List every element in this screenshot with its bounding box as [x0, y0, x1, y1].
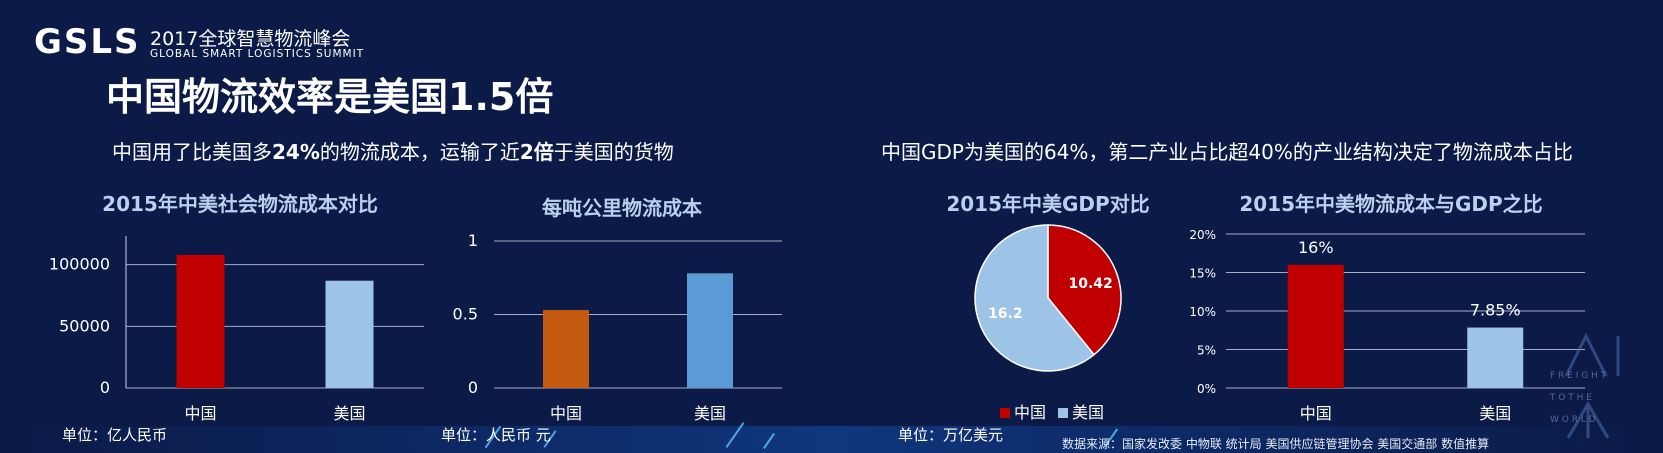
bar-美国	[1467, 327, 1524, 388]
bar-美国	[687, 273, 733, 388]
subtitle-left-bold1: 24%	[272, 140, 320, 164]
chart1-unit: 单位：亿人民币	[62, 426, 168, 444]
legend-swatch-美国	[1058, 408, 1068, 418]
y-tick-label: 20%	[1189, 228, 1216, 242]
page-title: 中国物流效率是美国1.5倍	[106, 75, 554, 119]
y-tick-label: 15%	[1189, 267, 1216, 281]
y-tick-label: 100000	[49, 255, 110, 274]
subtitle-left-bold2: 2倍	[519, 140, 554, 164]
data-source: 数据来源：国家发改委 中物联 统计局 美国供应链管理协会 美国交通部 数值推算	[1062, 437, 1490, 451]
subtitle-left-part2: 的物流成本，运输了近	[319, 140, 520, 164]
chart3-title: 2015年中美GDP对比	[946, 192, 1150, 216]
legend-label: 美国	[1072, 403, 1104, 422]
y-tick-label: 1	[468, 231, 478, 250]
subtitle-left-part1: 中国用了比美国多	[112, 140, 272, 164]
data-label: 16%	[1298, 238, 1334, 257]
watermark-line2: T O T H E	[1549, 393, 1592, 403]
chart2-unit: 单位：人民币 元	[441, 426, 551, 444]
subtitle-right: 中国GDP为美国的64%，第二产业占比超40%的产业结构决定了物流成本占比	[881, 140, 1573, 164]
y-tick-label: 0	[100, 378, 110, 397]
chart1-title: 2015年中美社会物流成本对比	[102, 192, 378, 216]
x-tick-label: 美国	[333, 404, 365, 423]
bar-中国	[176, 254, 225, 388]
watermark-logo-icon	[1564, 332, 1620, 439]
event-title: 2017全球智慧物流峰会	[150, 28, 351, 50]
pie-value-label: 16.2	[988, 306, 1023, 322]
subtitle-left-part3: 于美国的货物	[553, 140, 674, 164]
subtitle-left: 中国用了比美国多24%的物流成本，运输了近2倍于美国的货物	[112, 136, 674, 165]
chart2-title: 每吨公里物流成本	[542, 196, 702, 220]
freight-watermark: F R E I G H T T O T H E W O R L D	[1549, 332, 1620, 439]
x-tick-label: 中国	[184, 404, 216, 423]
x-tick-label: 中国	[1300, 404, 1332, 423]
y-tick-label: 0.5	[453, 305, 478, 324]
bottom-decor-strip	[0, 422, 1663, 453]
watermark-line3: W O R L D	[1550, 415, 1596, 425]
chart4-cost-gdp-ratio: 0% 5% 10% 15% 20% 中国 16% 美国 7.85%	[1189, 228, 1585, 423]
chart3-unit: 单位：万亿美元	[898, 426, 1004, 444]
pie-slice-美国	[974, 224, 1096, 372]
chart4-title: 2015年中美物流成本与GDP之比	[1239, 192, 1543, 216]
y-tick-label: 50000	[59, 316, 110, 335]
pie-slice-中国	[1047, 224, 1122, 356]
chart1-social-logistics-cost: 0 50000 100000 中国 美国	[49, 236, 424, 423]
legend-swatch-中国	[1000, 408, 1010, 418]
watermark-line1: F R E I G H T	[1550, 371, 1607, 381]
chart2-cost-per-ton-km: 0 0.5 1 中国 美国	[453, 231, 782, 423]
bar-美国	[325, 280, 374, 388]
bar-中国	[543, 310, 589, 388]
y-tick-label: 0%	[1197, 382, 1216, 396]
event-subtitle: GLOBAL SMART LOGISTICS SUMMIT	[150, 48, 365, 60]
legend-label: 中国	[1014, 403, 1046, 422]
y-tick-label: 0	[468, 378, 478, 397]
gsls-logo: GSLS	[34, 22, 141, 62]
pie-value-label: 10.42	[1069, 276, 1113, 292]
data-label: 7.85%	[1470, 301, 1521, 320]
x-tick-label: 美国	[694, 404, 726, 423]
y-tick-label: 10%	[1189, 305, 1216, 319]
x-tick-label: 美国	[1479, 404, 1511, 423]
bar-中国	[1287, 264, 1344, 388]
x-tick-label: 中国	[550, 404, 582, 423]
y-tick-label: 5%	[1197, 344, 1216, 358]
chart3-gdp-pie: 10.42 16.2 中国 美国	[974, 224, 1122, 422]
